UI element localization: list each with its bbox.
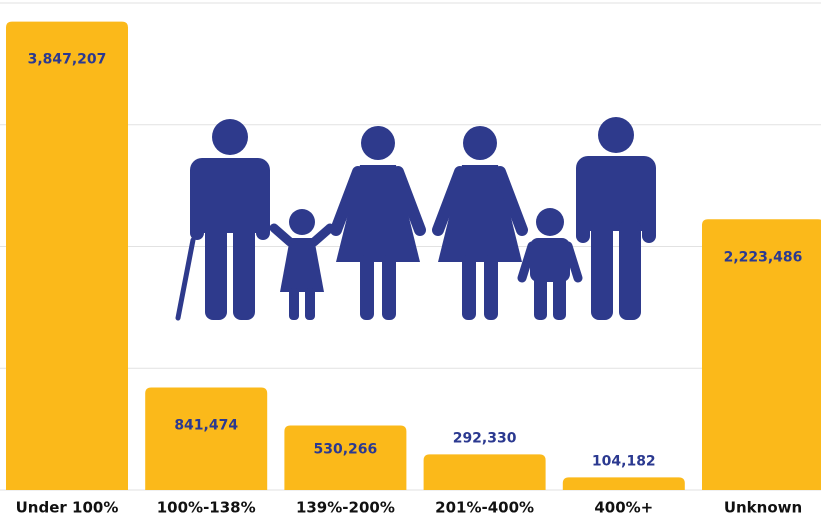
value-label: 3,847,207 xyxy=(28,52,107,68)
x-tick-label: 400%+ xyxy=(594,499,653,517)
chart: 3,847,207 Under 100% 841,474 100%-138% 530,2… xyxy=(0,0,821,519)
value-label: 2,223,486 xyxy=(724,249,803,265)
labels: 3,847,207 Under 100% 841,474 100%-138% 530,2… xyxy=(16,52,803,517)
value-label: 292,330 xyxy=(453,430,517,446)
x-tick-label: Unknown xyxy=(724,499,802,517)
bar xyxy=(145,388,267,490)
bar xyxy=(284,425,406,490)
value-label: 841,474 xyxy=(174,418,238,434)
bar xyxy=(6,22,128,490)
x-tick-label: Under 100% xyxy=(16,499,119,517)
value-label: 104,182 xyxy=(592,453,656,469)
bar xyxy=(424,454,546,490)
family-icon xyxy=(178,117,656,320)
x-tick-label: 139%-200% xyxy=(296,499,395,517)
x-tick-label: 201%-400% xyxy=(435,499,534,517)
bar xyxy=(563,477,685,490)
x-tick-label: 100%-138% xyxy=(157,499,256,517)
value-label: 530,266 xyxy=(314,441,378,457)
